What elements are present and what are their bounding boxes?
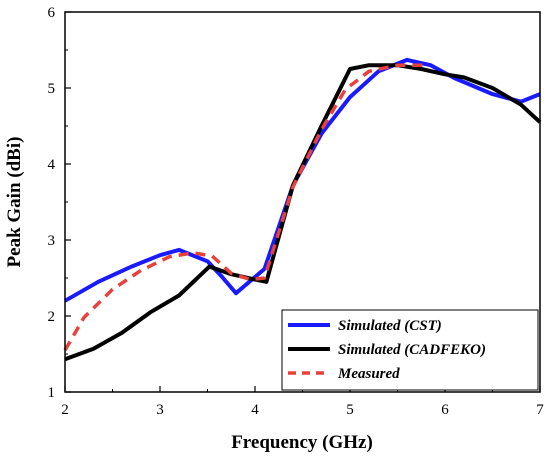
y-tick-label: 2	[48, 309, 56, 325]
series-line-0	[64, 57, 541, 303]
series-line-2	[63, 63, 426, 352]
legend-label-0: Simulated (CST)	[338, 318, 442, 334]
x-tick-label: 7	[536, 402, 544, 418]
x-tick-label: 6	[441, 402, 449, 418]
y-tick-label: 1	[48, 385, 56, 401]
y-tick-label: 4	[48, 157, 56, 173]
y-tick-label: 5	[48, 81, 56, 97]
legend: Simulated (CST) Simulated (CADFEKO) Measur…	[281, 309, 539, 391]
y-tick-label: 6	[48, 5, 56, 21]
plot-lines	[63, 57, 542, 362]
legend-label-2: Measured	[337, 366, 400, 382]
legend-label-1: Simulated (CADFEKO)	[338, 342, 486, 358]
y-axis-label: Peak Gain (dBi)	[4, 137, 25, 268]
x-tick-label: 5	[346, 402, 354, 418]
x-axis-label: Frequency (GHz)	[231, 432, 373, 453]
x-tick-label: 3	[156, 402, 164, 418]
x-ticks: 2 3 4 5 6 7	[61, 386, 544, 418]
x-tick-label: 2	[61, 402, 69, 418]
y-tick-label: 3	[48, 233, 56, 249]
x-tick-label: 4	[251, 402, 259, 418]
y-ticks: 1 2 3 4 5 6	[48, 5, 71, 401]
